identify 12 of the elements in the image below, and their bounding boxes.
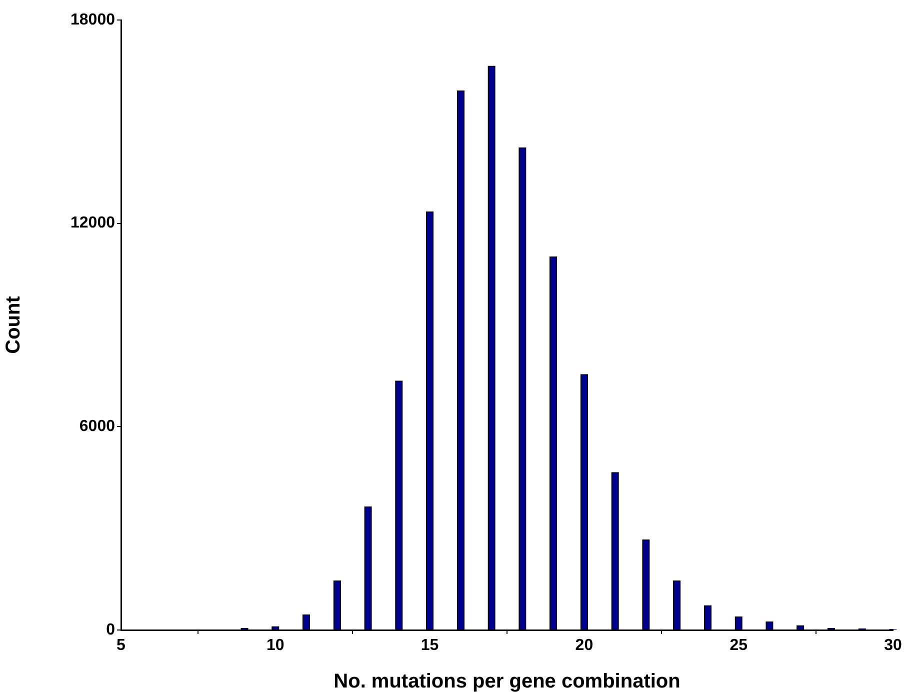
- y-tick-label: 0: [106, 621, 116, 638]
- y-tick-label: 18000: [70, 11, 116, 28]
- y-tick-label: 12000: [70, 214, 116, 232]
- x-tick-label: 20: [575, 637, 594, 654]
- x-axis-title: No. mutations per gene combination: [334, 670, 680, 693]
- x-tick-label: 5: [116, 637, 126, 654]
- x-tick-label: 10: [266, 637, 284, 654]
- y-tick-label: 6000: [79, 418, 116, 436]
- x-tick-label: 15: [420, 637, 439, 654]
- y-axis-title: Count: [2, 296, 25, 354]
- x-tick-label: 25: [730, 637, 748, 654]
- x-tick-label: 30: [884, 637, 902, 654]
